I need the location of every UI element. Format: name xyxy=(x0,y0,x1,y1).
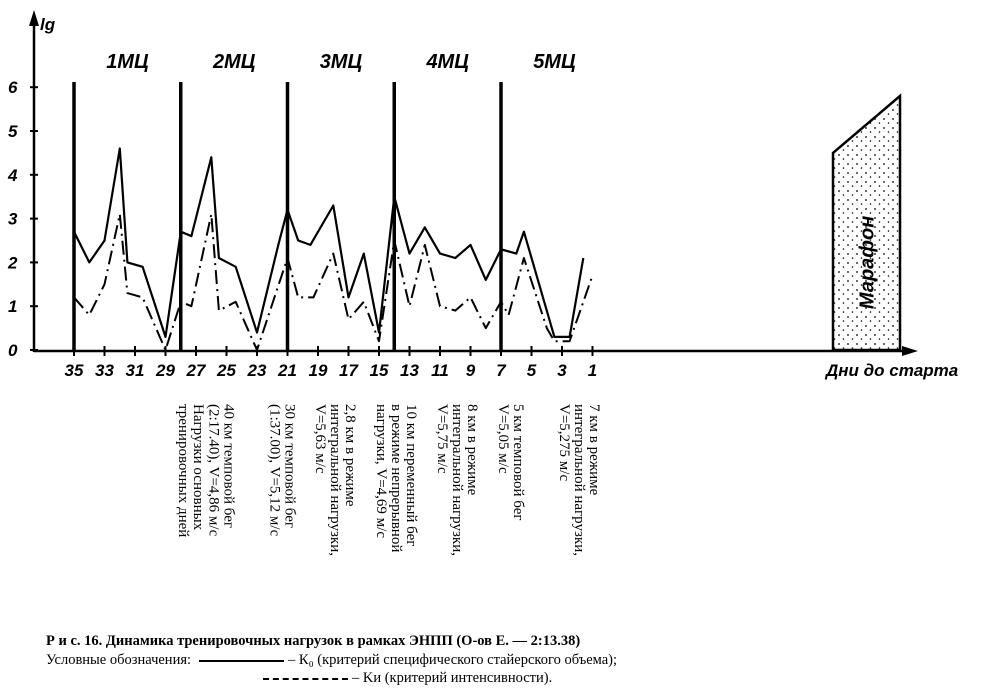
series-ki-line xyxy=(73,213,594,351)
legend-k0-text: – К₀ (критерий специфического стайерског… xyxy=(288,652,618,668)
y-tick-label: 5 xyxy=(8,122,18,141)
x-tick-label: 19 xyxy=(309,361,328,380)
annotation-line: в режиме непрерывной xyxy=(388,404,404,552)
cycle-label: 4МЦ xyxy=(425,51,469,73)
x-tick-label: 5 xyxy=(527,361,537,380)
annotation-line: нагрузки, V=4,69 м/с xyxy=(373,404,389,538)
y-tick-label: 6 xyxy=(8,78,18,97)
x-tick-label: 31 xyxy=(126,361,145,380)
y-axis-arrow xyxy=(29,10,39,26)
legend-line-ki: – Kи (критерий интенсивности). xyxy=(255,670,552,687)
cycle-label: 3МЦ xyxy=(320,51,363,73)
x-tick-label: 15 xyxy=(370,361,389,380)
annotation-line: 7 км в режиме xyxy=(586,404,602,496)
x-axis-arrow xyxy=(902,346,918,356)
x-tick-label: 21 xyxy=(277,361,297,380)
annotation-line: 8 км в режиме xyxy=(464,404,480,496)
x-tick-label: 25 xyxy=(216,361,236,380)
annotation-line: V=5,275 м/с xyxy=(556,404,572,481)
legend-line-k0: Условные обозначения: – К₀ (критерий спец… xyxy=(46,652,617,669)
figure-caption-title: Р и с. 16. Динамика тренировочных нагруз… xyxy=(46,633,581,649)
x-tick-label: 27 xyxy=(186,361,207,380)
y-tick-label: 2 xyxy=(7,253,18,272)
annotation-line: 30 км темповой бег xyxy=(281,404,297,528)
x-tick-label: 9 xyxy=(466,361,476,380)
annotation-line: интегральной нагрузки, xyxy=(449,404,465,556)
annotation-line: тренировочных дней xyxy=(175,404,191,537)
x-tick-label: 3 xyxy=(557,361,567,380)
cycle-label: 1МЦ xyxy=(106,51,149,73)
annotation-line: интегральной нагрузки, xyxy=(571,404,587,556)
legend-dashdot-swatch xyxy=(263,677,348,680)
cycle-label: 2МЦ xyxy=(212,51,256,73)
x-axis-label: Дни до старта xyxy=(824,361,958,380)
marathon-area xyxy=(831,93,902,352)
y-tick-label: 1 xyxy=(8,297,17,316)
series-k0-line xyxy=(73,147,585,338)
legend-ki-text: – Kи (критерий интенсивности). xyxy=(352,670,553,686)
y-axis-label: lg xyxy=(40,15,56,34)
annotation-line: 2,8 км в режиме xyxy=(342,404,358,507)
x-tick-label: 1 xyxy=(588,361,597,380)
annotation-line: 10 км переменный бег xyxy=(403,404,419,546)
x-tick-label: 13 xyxy=(400,361,419,380)
x-tick-label: 17 xyxy=(339,361,359,380)
y-tick-label: 4 xyxy=(7,166,18,185)
cycle-label: 5МЦ xyxy=(533,51,576,73)
annotation-line: Нагрузки основных xyxy=(190,404,206,531)
x-tick-label: 11 xyxy=(431,361,449,380)
annotation-line: интегральной нагрузки, xyxy=(327,404,343,556)
annotation-line: (2:17.40), V=4,86 м/с xyxy=(205,404,221,537)
x-tick-label: 29 xyxy=(155,361,175,380)
x-tick-label: 23 xyxy=(247,361,267,380)
series-layer xyxy=(73,147,594,351)
x-tick-label: 33 xyxy=(95,361,114,380)
cycle-dividers xyxy=(72,82,503,352)
x-tick-label: 7 xyxy=(496,361,507,380)
annotation-line: (1:37.00), V=5,12 м/с xyxy=(266,404,282,537)
annotation-line: 5 км темповой бег xyxy=(510,404,526,521)
legend-solid-swatch xyxy=(199,659,285,662)
annotation-line: V=5,63 м/с xyxy=(312,404,328,474)
marathon-block: Марафон xyxy=(831,93,902,352)
y-tick-label: 0 xyxy=(8,341,18,360)
y-tick-label: 3 xyxy=(8,210,18,229)
annotation-line: V=5,05 м/с xyxy=(495,404,511,474)
annotation-line: V=5,75 м/с xyxy=(434,404,450,474)
x-tick-label: 35 xyxy=(65,361,84,380)
marathon-label: Марафон xyxy=(857,216,879,309)
annotation-line: 40 км темповой бег xyxy=(220,404,236,528)
legend-prefix: Условные обозначения: xyxy=(46,652,192,668)
